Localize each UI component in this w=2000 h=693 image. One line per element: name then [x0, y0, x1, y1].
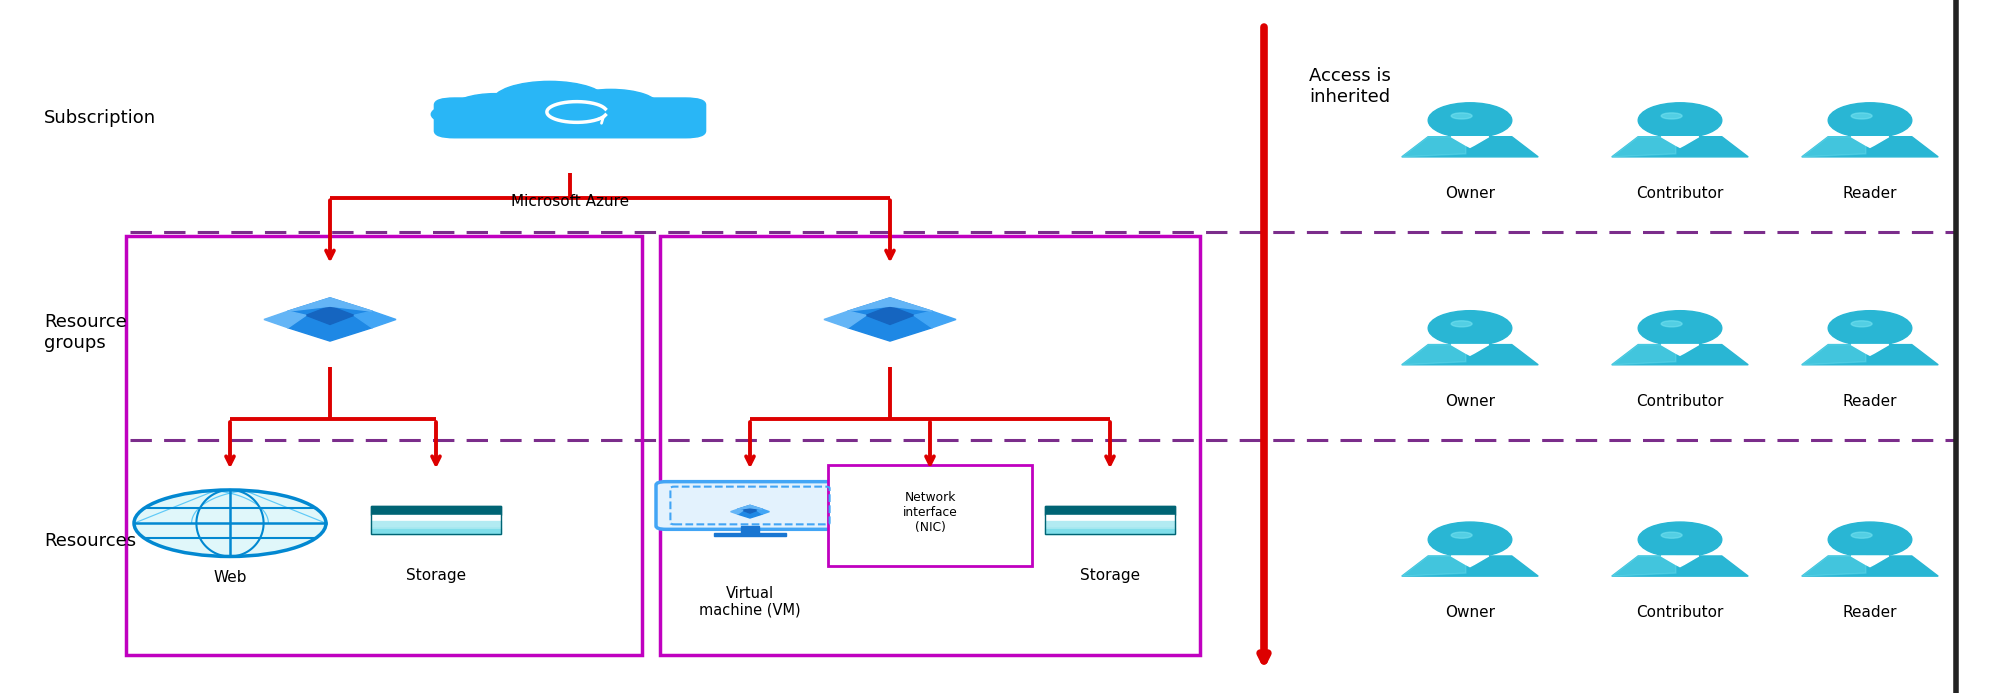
Text: Contributor: Contributor — [1636, 186, 1724, 201]
Circle shape — [452, 94, 538, 124]
Ellipse shape — [1638, 103, 1722, 138]
FancyBboxPatch shape — [1044, 521, 1176, 527]
Ellipse shape — [1452, 321, 1472, 327]
Polygon shape — [1452, 137, 1488, 148]
Polygon shape — [866, 306, 914, 324]
Polygon shape — [1852, 137, 1888, 148]
Text: Contributor: Contributor — [1636, 394, 1724, 409]
FancyBboxPatch shape — [1044, 527, 1176, 534]
Circle shape — [632, 103, 700, 126]
Text: Owner: Owner — [1444, 394, 1496, 409]
Ellipse shape — [1828, 310, 1912, 346]
Polygon shape — [1662, 556, 1698, 567]
Text: Contributor: Contributor — [1636, 605, 1724, 620]
Ellipse shape — [1852, 113, 1872, 119]
Circle shape — [432, 104, 492, 125]
Polygon shape — [848, 298, 932, 341]
Polygon shape — [1452, 344, 1488, 356]
Polygon shape — [1612, 556, 1676, 576]
Polygon shape — [1402, 344, 1466, 365]
Ellipse shape — [1662, 321, 1682, 327]
Polygon shape — [1802, 556, 1866, 576]
Circle shape — [492, 81, 606, 121]
Text: Access is
inherited: Access is inherited — [1310, 67, 1390, 106]
Polygon shape — [1612, 137, 1748, 157]
Text: Reader: Reader — [1842, 394, 1898, 409]
Polygon shape — [914, 311, 956, 328]
Ellipse shape — [1638, 522, 1722, 557]
Text: Virtual
machine (VM): Virtual machine (VM) — [700, 586, 800, 618]
Ellipse shape — [1428, 310, 1512, 346]
Polygon shape — [730, 509, 742, 514]
Text: Resource
groups: Resource groups — [44, 313, 126, 352]
Polygon shape — [354, 311, 396, 328]
Text: Storage: Storage — [1080, 568, 1140, 584]
Polygon shape — [1802, 344, 1938, 365]
Text: Reader: Reader — [1842, 186, 1898, 201]
Polygon shape — [1452, 556, 1488, 567]
Polygon shape — [1402, 556, 1538, 576]
FancyBboxPatch shape — [370, 521, 502, 527]
Polygon shape — [288, 298, 372, 341]
FancyBboxPatch shape — [1044, 505, 1176, 515]
Ellipse shape — [1828, 522, 1912, 557]
Polygon shape — [1402, 556, 1466, 576]
Polygon shape — [1802, 137, 1938, 157]
Polygon shape — [1402, 137, 1538, 157]
Polygon shape — [1612, 556, 1748, 576]
Ellipse shape — [1428, 522, 1512, 557]
FancyBboxPatch shape — [370, 505, 502, 515]
Polygon shape — [1612, 137, 1676, 157]
Ellipse shape — [1852, 321, 1872, 327]
Ellipse shape — [1662, 113, 1682, 119]
Ellipse shape — [1428, 103, 1512, 138]
FancyBboxPatch shape — [1044, 515, 1176, 521]
Polygon shape — [848, 298, 932, 311]
Polygon shape — [742, 508, 758, 513]
Polygon shape — [758, 509, 770, 514]
FancyBboxPatch shape — [656, 482, 844, 529]
FancyBboxPatch shape — [370, 515, 502, 521]
Polygon shape — [1662, 344, 1698, 356]
FancyBboxPatch shape — [370, 527, 502, 534]
Polygon shape — [1802, 556, 1938, 576]
Polygon shape — [288, 298, 372, 311]
Text: Owner: Owner — [1444, 186, 1496, 201]
Text: Storage: Storage — [406, 568, 466, 584]
Polygon shape — [1852, 344, 1888, 356]
Polygon shape — [264, 311, 306, 328]
Circle shape — [134, 490, 326, 556]
Text: Reader: Reader — [1842, 605, 1898, 620]
Polygon shape — [1662, 137, 1698, 148]
Polygon shape — [1612, 344, 1748, 365]
Polygon shape — [738, 505, 762, 518]
Text: Network
interface
(NIC): Network interface (NIC) — [902, 491, 958, 534]
Ellipse shape — [1638, 310, 1722, 346]
FancyBboxPatch shape — [434, 98, 706, 138]
Text: Web: Web — [214, 570, 246, 586]
FancyBboxPatch shape — [828, 466, 1032, 566]
Polygon shape — [1802, 344, 1866, 365]
Ellipse shape — [1852, 532, 1872, 538]
Polygon shape — [1402, 344, 1538, 365]
Text: Subscription: Subscription — [44, 109, 156, 127]
Ellipse shape — [1662, 532, 1682, 538]
Polygon shape — [1402, 137, 1466, 157]
Ellipse shape — [1452, 113, 1472, 119]
Ellipse shape — [1452, 532, 1472, 538]
Circle shape — [564, 89, 658, 123]
Polygon shape — [1852, 556, 1888, 567]
Polygon shape — [1612, 344, 1676, 365]
Polygon shape — [1802, 137, 1866, 157]
FancyBboxPatch shape — [740, 526, 760, 534]
Polygon shape — [824, 311, 866, 328]
Ellipse shape — [1828, 103, 1912, 138]
Text: Resources: Resources — [44, 532, 136, 550]
Polygon shape — [738, 505, 762, 509]
Text: Owner: Owner — [1444, 605, 1496, 620]
Polygon shape — [306, 306, 354, 324]
FancyBboxPatch shape — [714, 533, 786, 536]
Text: Microsoft Azure: Microsoft Azure — [510, 194, 630, 209]
